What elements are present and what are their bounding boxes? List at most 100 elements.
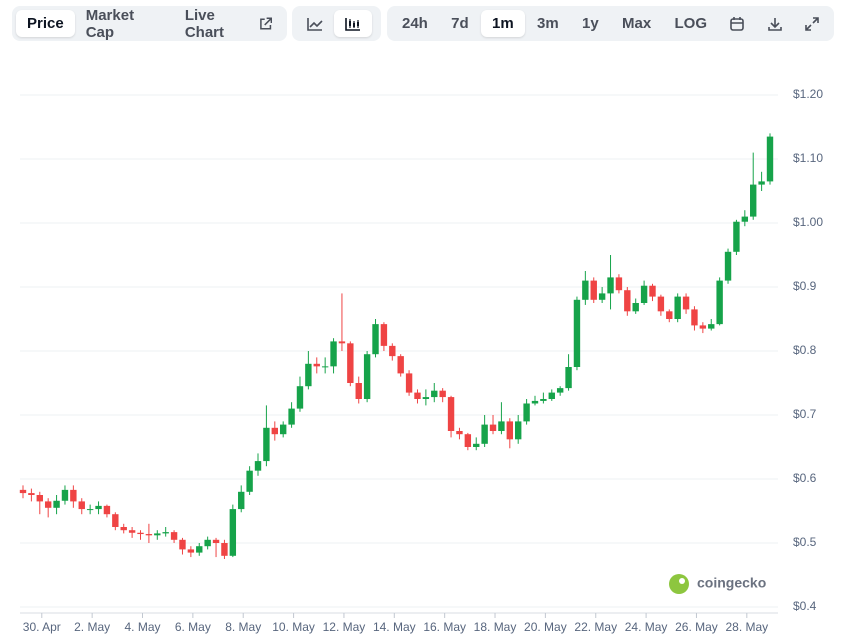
candle-body	[372, 324, 379, 355]
candle-body	[263, 427, 270, 462]
range[interactable]: 1y	[582, 15, 599, 32]
y-tick-label: $0.5	[793, 535, 817, 549]
candle-body	[456, 431, 463, 435]
x-tick-label: 8. May	[225, 620, 261, 634]
candle-body	[624, 290, 631, 312]
candle-body	[44, 501, 52, 508]
candle-body	[296, 386, 304, 409]
candle-body	[154, 533, 161, 536]
candle-body	[279, 424, 287, 435]
range-tabs: 24h 7d 1m 3m 1y Max LOG	[387, 6, 834, 41]
candle-body	[481, 424, 488, 444]
y-tick-label: $1.00	[793, 215, 823, 229]
candle-body	[649, 285, 656, 297]
candle-body	[196, 546, 203, 553]
candle-body	[271, 427, 278, 435]
y-tick-label: $1.10	[793, 151, 823, 165]
candle-body	[422, 397, 430, 399]
view-tabs: Price Market Cap Live Chart	[12, 6, 287, 41]
tab[interactable]: Price	[16, 10, 75, 37]
candle-body	[103, 505, 111, 515]
candle-body	[363, 354, 371, 399]
fullscreen[interactable]	[794, 10, 830, 37]
candle-body	[724, 251, 732, 281]
candle-body	[531, 400, 539, 404]
log-toggle[interactable]: LOG	[674, 15, 708, 32]
candle-body	[691, 309, 698, 326]
candle-body	[582, 280, 589, 300]
candle-body	[632, 303, 639, 312]
candle-body	[515, 421, 522, 440]
candle-body	[145, 534, 153, 536]
y-tick-label: $0.4	[793, 599, 817, 613]
y-tick-label: $0.8	[793, 343, 817, 357]
x-tick-label: 6. May	[175, 620, 211, 634]
candle-body	[506, 421, 514, 440]
range[interactable]: 7d	[451, 15, 469, 32]
candle-body	[640, 285, 648, 303]
candle-body	[766, 136, 774, 182]
x-tick-label: 14. May	[373, 620, 416, 634]
candle-body	[699, 325, 707, 329]
download[interactable]	[757, 10, 793, 37]
candle-body	[708, 324, 715, 329]
candle-body	[355, 383, 362, 399]
candle-body	[733, 221, 740, 252]
candles	[19, 133, 774, 559]
watermark-text: coingecko	[697, 575, 766, 591]
x-tick-label: 24. May	[625, 620, 668, 634]
x-tick-label: 26. May	[675, 620, 718, 634]
candle-body	[246, 470, 253, 492]
candle-type[interactable]	[334, 10, 372, 37]
y-tick-label: $0.6	[793, 471, 817, 485]
x-tick-label: 20. May	[524, 620, 567, 634]
candle-body	[682, 296, 690, 310]
candle-body	[187, 549, 195, 553]
candle-body	[523, 403, 530, 422]
candle-body	[750, 184, 757, 217]
candle-body	[548, 392, 555, 399]
candle-body	[598, 293, 606, 300]
line-type[interactable]	[296, 10, 334, 37]
range[interactable]: 3m	[537, 15, 559, 32]
candle-body	[380, 324, 388, 346]
candle-body	[162, 532, 169, 534]
candle-body	[573, 299, 581, 367]
candle-body	[447, 397, 455, 431]
candle-body	[36, 495, 43, 502]
candle-body	[305, 363, 312, 387]
candle-body	[347, 343, 354, 383]
candle-body	[716, 280, 723, 325]
chart-type	[292, 6, 381, 41]
candle-body	[204, 539, 211, 547]
candle-body	[338, 341, 346, 344]
candle-body	[473, 443, 480, 447]
candle-body	[19, 489, 27, 494]
candle-body	[28, 493, 35, 495]
candle-body	[758, 181, 765, 185]
calendar[interactable]	[719, 10, 755, 37]
external-icon	[259, 17, 272, 30]
y-tick-label: $0.7	[793, 407, 817, 421]
tab-label: Live Chart	[184, 6, 225, 41]
candle-body	[389, 345, 396, 357]
range[interactable]: 24h	[402, 15, 428, 32]
candle-body	[321, 366, 329, 368]
x-tick-label: 28. May	[725, 620, 768, 634]
candle-body	[179, 539, 186, 550]
candle-body	[397, 356, 404, 374]
candle-body	[414, 392, 421, 399]
range[interactable]: Max	[622, 15, 652, 32]
tab[interactable]: Market Cap	[85, 6, 135, 41]
candle-body	[53, 500, 60, 508]
range[interactable]: 1m	[481, 10, 525, 37]
tab[interactable]: Live Chart	[174, 7, 283, 41]
y-tick-label: $0.9	[793, 279, 817, 293]
candle-body	[229, 509, 237, 556]
candle-body	[128, 530, 136, 533]
candle-body	[666, 311, 673, 319]
x-tick-label: 22. May	[574, 620, 617, 634]
candle-body	[674, 296, 681, 319]
